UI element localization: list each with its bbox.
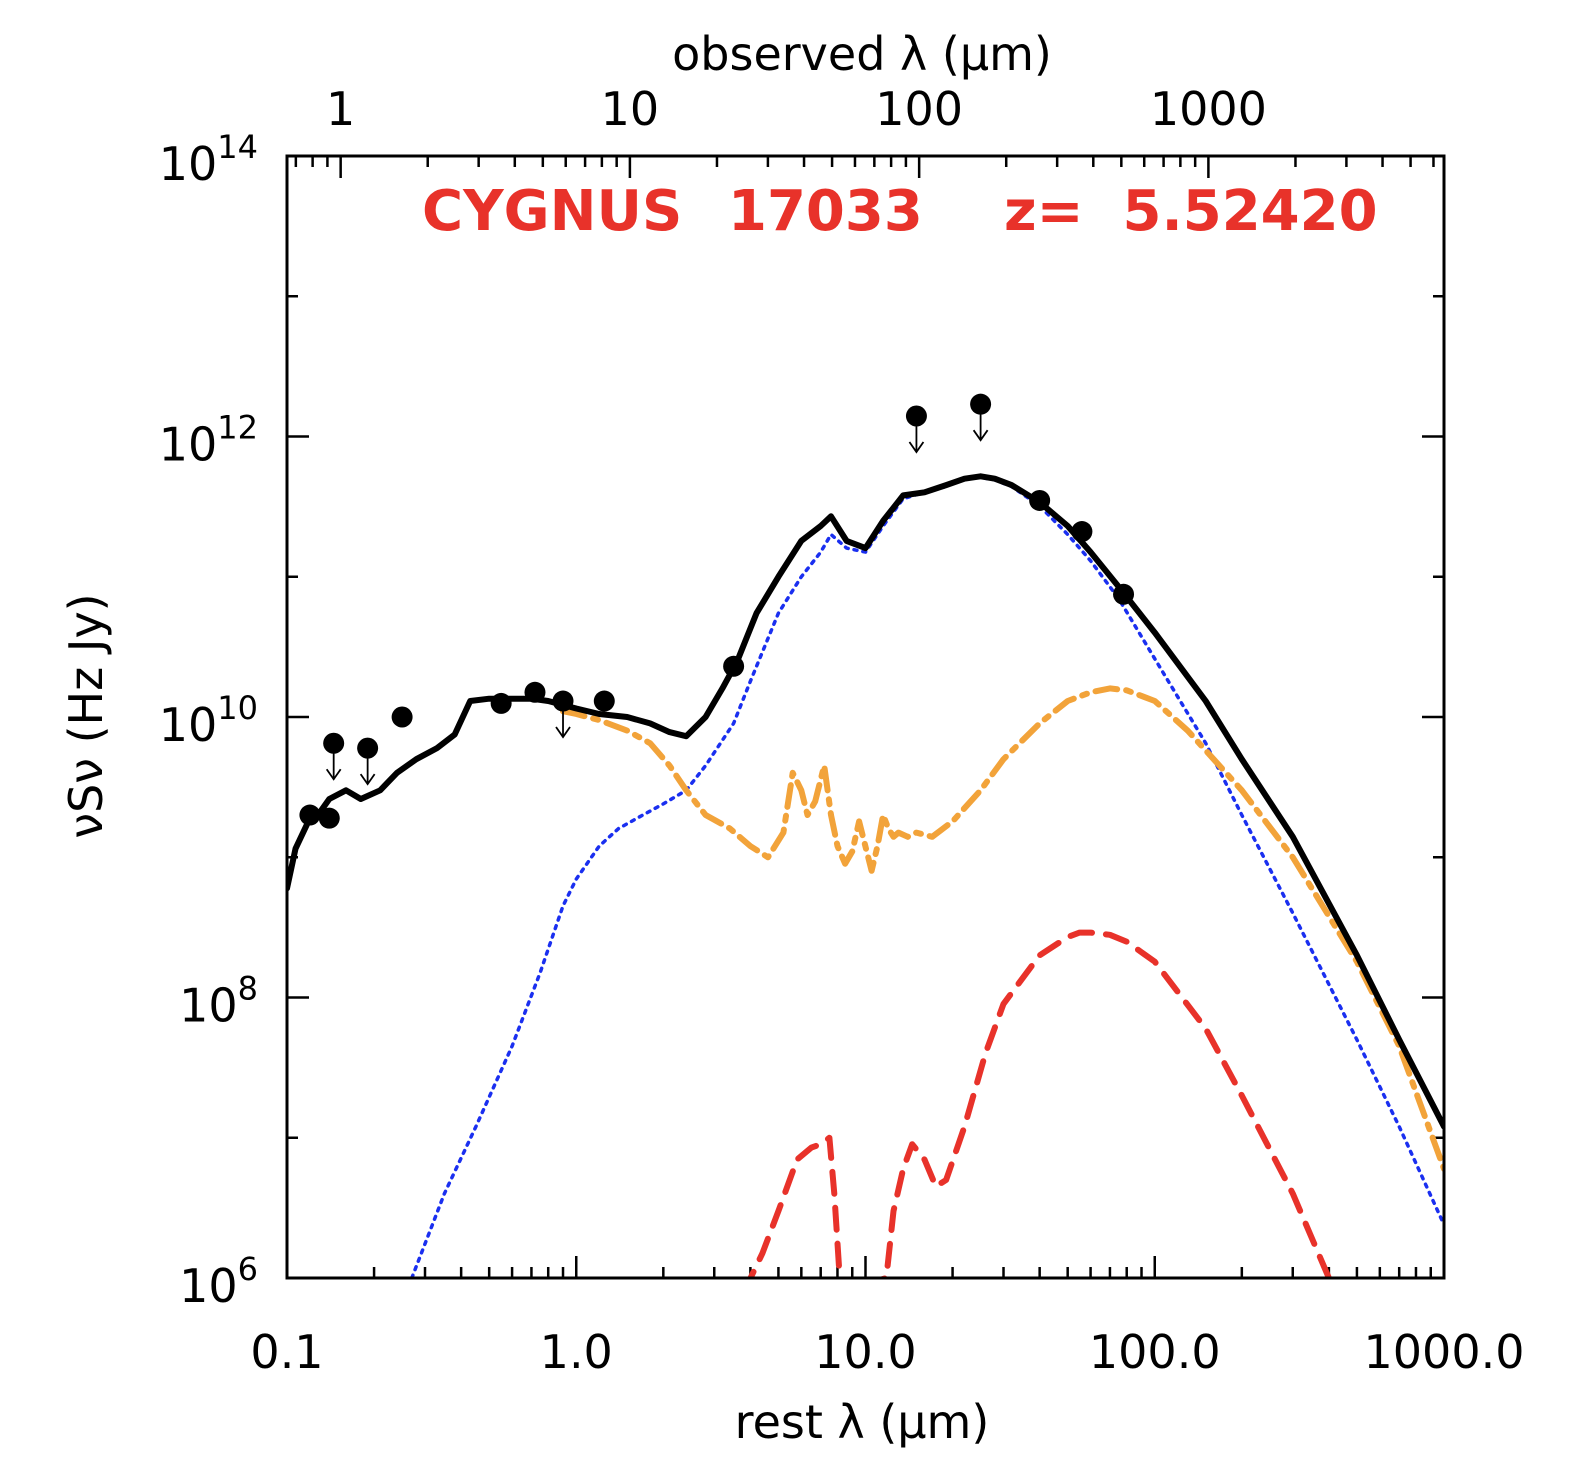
upper-limit-arrowhead	[325, 768, 342, 781]
x2-axis-title: observed λ (μm)	[672, 27, 1052, 81]
x2-tick-label: 1	[326, 82, 355, 136]
x2-tick-label: 100	[875, 82, 963, 136]
plot-frame	[285, 154, 1446, 1280]
data-point	[490, 692, 512, 714]
y-tick-label: 106	[179, 1250, 258, 1313]
data-point	[723, 655, 745, 677]
x-tick-label: 1000.0	[1364, 1325, 1525, 1379]
x-tick-label: 0.1	[250, 1325, 323, 1379]
series-cirrus	[747, 929, 1332, 1278]
data-point	[905, 405, 927, 427]
chart-title-source: CYGNUS	[422, 179, 682, 244]
data-point	[323, 732, 345, 754]
x-tick-label: 100.0	[1089, 1325, 1221, 1379]
chart-title-id: 17033	[728, 179, 923, 244]
data-point	[524, 681, 546, 703]
data-point	[970, 393, 992, 415]
series-AGN-torus	[560, 685, 1444, 1172]
y-axis-title: νSν (Hz Jy)	[59, 593, 113, 838]
upper-limit-arrowhead	[972, 429, 989, 442]
upper-limit-arrowhead	[908, 441, 925, 454]
data-point	[318, 807, 340, 829]
chart-title-redshift: z= 5.52420	[1004, 179, 1378, 244]
data-point	[552, 690, 574, 712]
data-point	[1029, 489, 1051, 511]
y-tick-label: 1010	[159, 689, 258, 752]
x-tick-label: 1.0	[540, 1325, 613, 1379]
x-tick-label: 10.0	[814, 1325, 916, 1379]
y-tick-label: 1014	[159, 128, 258, 191]
photometry-points	[299, 393, 1135, 829]
data-point	[1113, 583, 1135, 605]
x2-tick-label: 1000	[1150, 82, 1267, 136]
data-point	[391, 706, 413, 728]
model-curves	[287, 473, 1444, 1278]
upper-limit-arrowhead	[359, 773, 376, 786]
y-tick-label: 1012	[159, 409, 258, 472]
x2-tick-label: 10	[601, 82, 660, 136]
x-axis-title: rest λ (μm)	[735, 1395, 990, 1449]
series-total-model	[287, 473, 1444, 1130]
tick-labels: 0.1 1.0 10.0 100.0 1000.0 1 10 100 1000 106 108 101…	[159, 82, 1525, 1379]
y-tick-label: 108	[179, 970, 258, 1033]
data-point	[299, 804, 321, 826]
data-point	[1071, 521, 1093, 543]
series-starburst	[410, 475, 1444, 1278]
data-point	[593, 690, 615, 712]
upper-limit-arrowhead	[555, 726, 571, 739]
data-point	[357, 737, 379, 759]
